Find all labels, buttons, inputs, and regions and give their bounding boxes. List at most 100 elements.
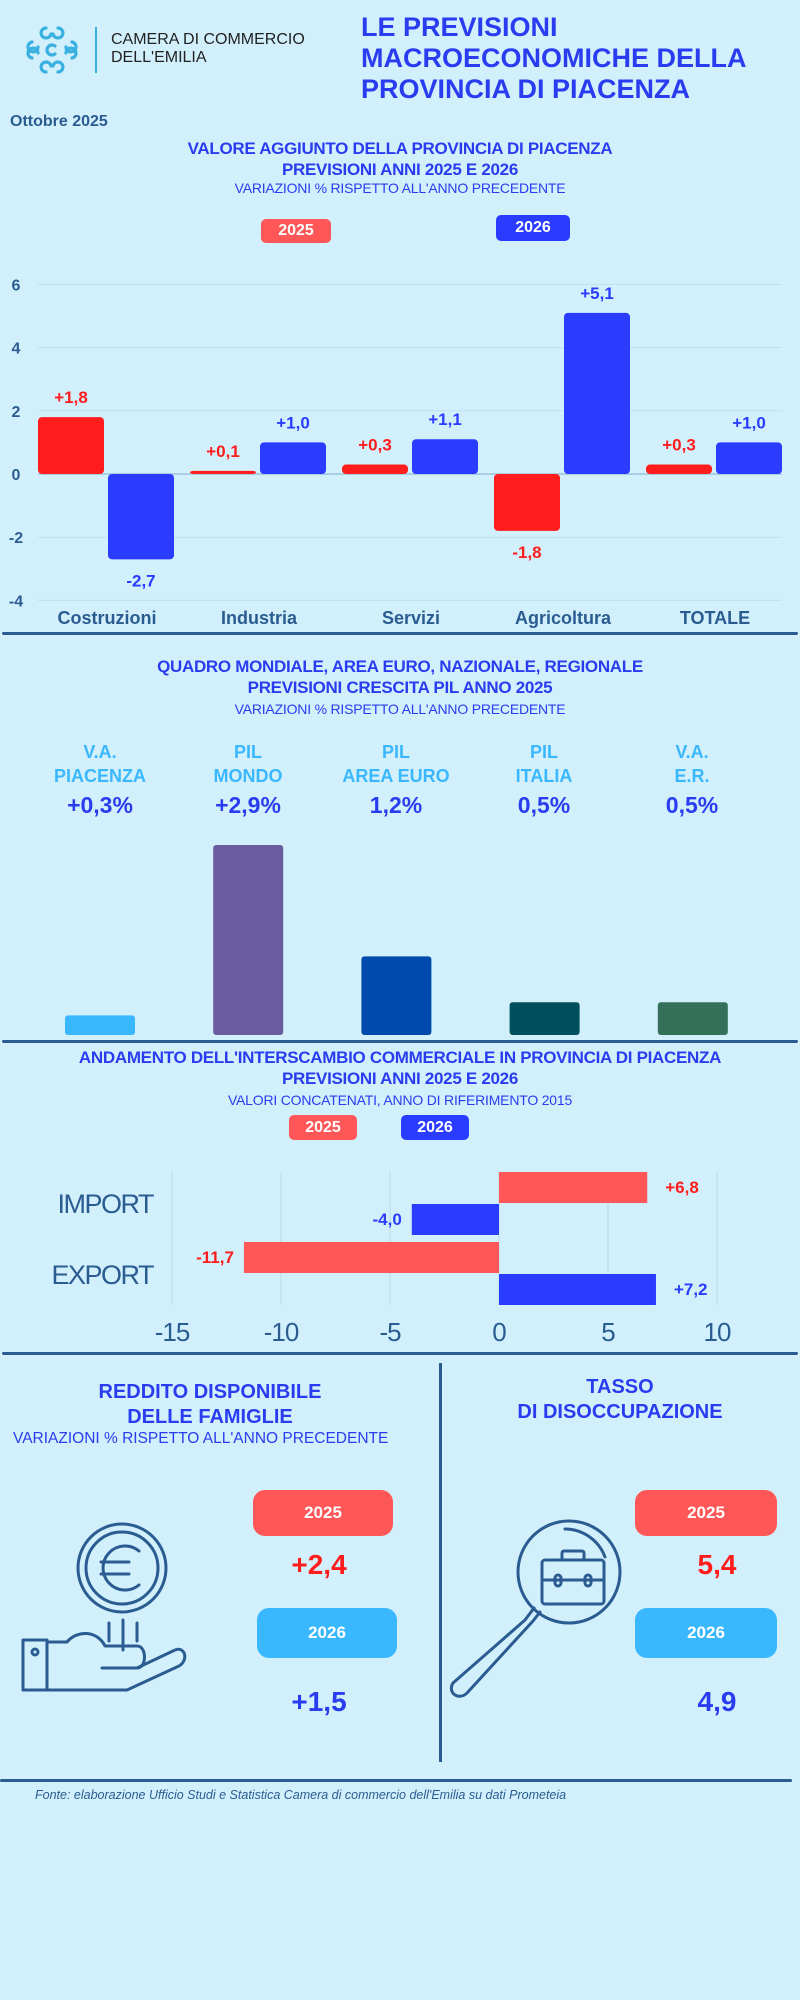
y-tick-label: 4 xyxy=(12,341,21,358)
data-label: -1,8 xyxy=(512,543,541,562)
section2-subtitle: VARIAZIONI % RISPETTO ALL'ANNO PRECEDENT… xyxy=(234,701,566,717)
bar-pil-mondo xyxy=(213,845,284,1035)
x-tick-label: 10 xyxy=(704,1317,731,1347)
indicator-value: +0,3% xyxy=(67,792,133,818)
unemployment-year-2025-badge: 2025 xyxy=(635,1490,777,1536)
data-label: -11,7 xyxy=(196,1248,234,1267)
category-label: Agricoltura xyxy=(515,608,612,628)
income-value-2026: +1,5 xyxy=(291,1686,347,1717)
category-label: Servizi xyxy=(382,608,440,628)
data-label: +1,8 xyxy=(54,388,88,407)
y-tick-label: -4 xyxy=(9,593,23,610)
income-year-2025-badge: 2025 xyxy=(253,1490,393,1536)
bar-v-a-piacenza xyxy=(65,1015,135,1035)
data-label: +1,0 xyxy=(276,413,310,432)
unemployment-title: TASSO DI DISOCCUPAZIONE xyxy=(460,1375,780,1425)
data-label: -2,7 xyxy=(126,571,155,590)
x-tick-label: -10 xyxy=(264,1317,299,1347)
section2-title-line2: PREVISIONI CRESCITA PIL ANNO 2025 xyxy=(247,678,553,697)
income-title-line2: DELLE FAMIGLIE xyxy=(127,1406,293,1428)
page-title-line3: PROVINCIA DI PIACENZA xyxy=(361,74,691,104)
category-label: Industria xyxy=(221,608,298,628)
page-title-line1: LE PREVISIONI xyxy=(361,12,558,42)
indicator-value: 1,2% xyxy=(369,792,423,818)
income-title-line1: REDDITO DISPONIBILE xyxy=(98,1381,322,1403)
data-label: +1,0 xyxy=(732,413,766,432)
category-label: EXPORT xyxy=(51,1260,154,1290)
unemployment-title-line2: DI DISOCCUPAZIONE xyxy=(517,1401,723,1423)
data-label: +7,2 xyxy=(674,1280,708,1299)
legend-2025: 2025 xyxy=(261,219,331,243)
indicator-label: MONDO xyxy=(213,766,283,786)
bar-2025 xyxy=(342,464,408,474)
source-note: Fonte: elaborazione Ufficio Studi e Stat… xyxy=(35,1788,567,1802)
income-subtitle: VARIAZIONI % RISPETTO ALL'ANNO PRECEDENT… xyxy=(13,1430,389,1447)
bar-2025 xyxy=(243,1242,499,1273)
data-label: -4,0 xyxy=(373,1210,402,1229)
bar-2026 xyxy=(412,439,478,474)
section2-title: QUADRO MONDIALE, AREA EURO, NAZIONALE, R… xyxy=(0,656,800,698)
bar-2026 xyxy=(411,1204,499,1235)
bar-2025 xyxy=(494,474,560,531)
section1-title: VALORE AGGIUNTO DELLA PROVINCIA DI PIACE… xyxy=(0,138,800,180)
section2-title-line1: QUADRO MONDIALE, AREA EURO, NAZIONALE, R… xyxy=(157,657,643,676)
unemployment-year-2026-badge: 2026 xyxy=(635,1608,777,1658)
section3-subtitle: VALORI CONCATENATI, ANNO DI RIFERIMENTO … xyxy=(227,1092,573,1108)
bar-2026 xyxy=(108,474,174,560)
bar-v-a-e-r- xyxy=(657,1002,728,1035)
section1-subtitle: VARIAZIONI % RISPETTO ALL'ANNO PRECEDENT… xyxy=(234,180,566,196)
page-title-line2: MACROECONOMICHE DELLA xyxy=(361,43,747,73)
bar-pil-area-euro xyxy=(361,956,432,1035)
bar-2025 xyxy=(190,470,256,474)
indicator-label: PIL xyxy=(233,742,262,762)
magnifier-briefcase-icon xyxy=(450,1519,622,1698)
data-label: +5,1 xyxy=(580,284,614,303)
x-tick-label: 5 xyxy=(601,1317,615,1347)
indicator-label: ITALIA xyxy=(515,766,573,786)
bar-2026 xyxy=(499,1274,656,1305)
data-label: +0,3 xyxy=(662,436,696,455)
section1-title-line1: VALORE AGGIUNTO DELLA PROVINCIA DI PIACE… xyxy=(187,139,613,158)
section3-title: ANDAMENTO DELL'INTERSCAMBIO COMMERCIALE … xyxy=(0,1047,800,1089)
indicator-label: V.A. xyxy=(83,742,117,762)
section-divider xyxy=(2,1352,798,1355)
vertical-divider xyxy=(439,1363,442,1762)
bar-pil-italia xyxy=(509,1002,580,1035)
indicator-label: PIL xyxy=(381,742,410,762)
page-title: LE PREVISIONI MACROECONOMICHE DELLA PROV… xyxy=(361,12,747,105)
y-tick-label: 6 xyxy=(12,277,21,294)
legend-2025: 2025 xyxy=(289,1115,357,1140)
category-label: IMPORT xyxy=(57,1189,154,1219)
bar-2026 xyxy=(260,442,326,474)
indicator-value: 0,5% xyxy=(517,792,571,818)
indicator-label: V.A. xyxy=(675,742,709,762)
income-title: REDDITO DISPONIBILE DELLE FAMIGLIE xyxy=(0,1380,420,1430)
category-label: Costruzioni xyxy=(58,608,157,628)
indicator-label: PIL xyxy=(529,742,558,762)
data-label: +0,3 xyxy=(358,436,392,455)
x-tick-label: -15 xyxy=(155,1317,190,1347)
x-tick-label: -5 xyxy=(379,1317,401,1347)
legend-2026: 2026 xyxy=(496,215,570,241)
section-divider xyxy=(2,1040,798,1043)
bar-2026 xyxy=(564,312,630,474)
unemployment-title-line1: TASSO xyxy=(586,1376,654,1398)
indicator-label: E.R. xyxy=(674,766,710,786)
y-tick-label: -2 xyxy=(9,530,23,547)
unemployment-value-2025: 5,4 xyxy=(697,1549,737,1580)
bar-2025 xyxy=(38,417,104,474)
bar-2025 xyxy=(499,1172,648,1203)
org-name: CAMERA DI COMMERCIO DELL'EMILIA xyxy=(111,31,305,67)
report-date: Ottobre 2025 xyxy=(10,113,108,130)
data-label: +6,8 xyxy=(665,1178,699,1197)
indicator-label: PIACENZA xyxy=(53,766,146,786)
logo-divider xyxy=(95,27,97,73)
hand-euro-coin-icon xyxy=(21,1522,187,1692)
y-tick-label: 2 xyxy=(12,404,21,421)
org-name-line1: CAMERA DI COMMERCIO xyxy=(111,31,305,48)
data-label: +1,1 xyxy=(428,410,462,429)
bar-2025 xyxy=(646,464,712,474)
indicator-value: +2,9% xyxy=(215,792,281,818)
section1-title-line2: PREVISIONI ANNI 2025 E 2026 xyxy=(282,160,518,179)
section3-title-line1: ANDAMENTO DELL'INTERSCAMBIO COMMERCIALE … xyxy=(78,1048,722,1067)
